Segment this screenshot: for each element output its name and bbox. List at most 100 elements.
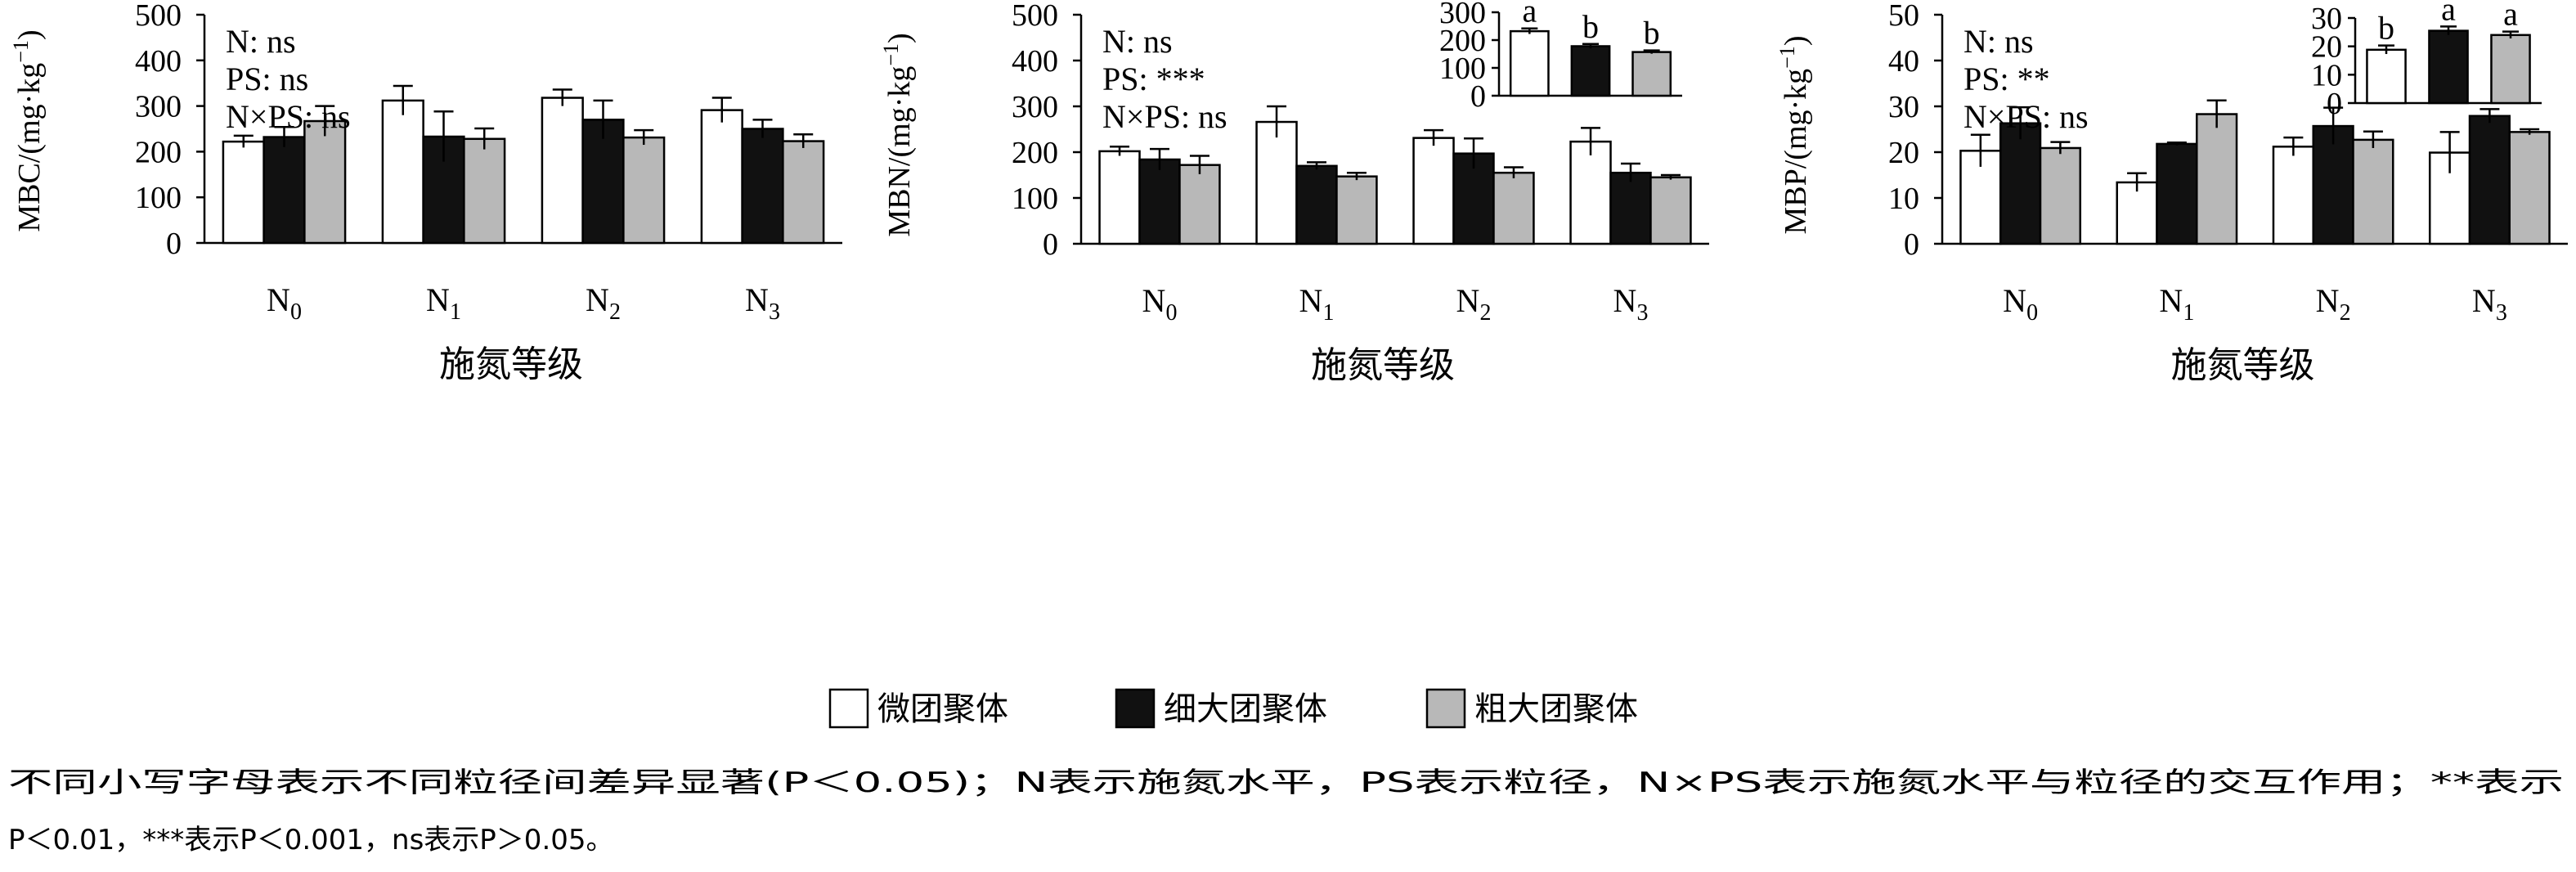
chart-mbc-panel: 0 100 200 300 400 500 MBC/(mg·kg−1) N0 N1 N2 N3 施氮等…: [9, 0, 842, 385]
chart-mbp-x-tick-label: N0: [2003, 282, 2038, 326]
chart-mbc-x-tick-label: N1: [426, 281, 461, 325]
chart-mbn-y-axis-title: MBN/(mg·kg−1): [879, 33, 917, 236]
chart-mbn-y-tick-label: 500: [1012, 0, 1058, 33]
caption-line-2: P＜0.01，***表示P＜0.001，ns表示P＞0.05。: [8, 824, 614, 856]
chart-mbn-x-tick-label: N3: [1613, 282, 1649, 326]
legend: 微团聚体 细大团聚体 粗大团聚体: [828, 688, 1638, 729]
chart-mbn-inset-letter: b: [1644, 15, 1660, 52]
chart-mbc-annotation: N: ns: [226, 23, 296, 60]
legend-swatch-fine-macro: [1115, 688, 1156, 729]
chart-mbn-inset-y-tick-label: 300: [1439, 0, 1486, 30]
chart-mbn-y-tick-label: 400: [1012, 44, 1058, 79]
chart-mbn-bar: [1295, 164, 1338, 245]
chart-mbp-x-tick-label: N3: [2472, 282, 2507, 326]
chart-mbn-inset-bar: [1509, 29, 1550, 97]
chart-mbc-annotation: PS: ns: [226, 61, 308, 97]
chart-mbp-inset-bar: [2490, 34, 2531, 105]
chart-mbc-x-tick-label: N3: [745, 281, 780, 325]
chart-mbp-bar: [2039, 146, 2082, 245]
chart-mbc-bar: [541, 97, 584, 245]
legend-label-coarse-macro: 粗大团聚体: [1474, 690, 1638, 728]
chart-mbp-annotation: PS: **: [1963, 61, 2050, 97]
chart-mbn-x-axis-title: 施氮等级: [1311, 344, 1455, 386]
chart-mbc-y-tick-label: 0: [166, 227, 182, 261]
chart-mbc-y-tick-label: 300: [135, 90, 182, 124]
legend-label-fine-macro: 细大团聚体: [1164, 690, 1327, 728]
chart-mbc-bar: [263, 136, 306, 245]
chart-mbn-annotation: N: ns: [1102, 23, 1173, 60]
chart-mbp-bar: [2116, 181, 2158, 245]
chart-mbp-bar: [2196, 113, 2238, 245]
chart-mbc-y-axis-title: MBC/(mg·kg−1): [9, 29, 47, 231]
chart-mbp-inset-bar: [2428, 29, 2469, 105]
chart-mbp-inset-y-tick-label: 30: [2311, 2, 2342, 36]
chart-mbn-bar: [1098, 150, 1141, 245]
chart-mbc-bar: [463, 137, 506, 245]
chart-mbp-x-tick-label: N2: [2316, 282, 2351, 326]
chart-mbc-y-tick-label: 200: [135, 135, 182, 169]
chart-mbp-bar: [2508, 131, 2551, 245]
chart-mbc-bar: [782, 140, 825, 245]
chart-mbc-bar: [741, 128, 784, 245]
chart-mbn-inset-y-tick-label: 200: [1439, 24, 1486, 58]
chart-mbn-bar: [1609, 171, 1652, 245]
chart-mbc-x-axis-title: 施氮等级: [439, 344, 583, 385]
chart-mbn-y-tick-label: 200: [1012, 136, 1058, 170]
chart-mbp-bar: [2352, 138, 2394, 245]
chart-mbn-inset-y-tick-label: 100: [1439, 52, 1486, 86]
chart-mbp-y-tick-label: 50: [1888, 0, 1919, 33]
chart-mbp-x-tick-label: N1: [2159, 282, 2194, 326]
chart-mbp-y-tick-label: 0: [1904, 227, 1919, 262]
chart-mbn-inset-bar: [1631, 51, 1672, 97]
chart-mbp-bar: [2156, 142, 2198, 245]
chart-mbn-x-tick-label: N2: [1456, 282, 1492, 326]
chart-mbn-inset-letter: b: [1582, 8, 1599, 45]
chart-mbn-y-tick-label: 100: [1012, 182, 1058, 216]
chart-mbn-bar: [1255, 120, 1298, 245]
chart-mbc-x-tick-label: N0: [267, 281, 302, 325]
chart-mbc-bar: [622, 136, 666, 245]
chart-mbn-bar: [1178, 164, 1221, 245]
chart-mbc-bar: [303, 119, 347, 245]
chart-mbc-bar: [381, 99, 424, 245]
chart-mbp-annotation: N: ns: [1963, 23, 2034, 60]
chart-mbc-bar: [222, 140, 265, 245]
chart-mbc-bar: [422, 135, 465, 245]
chart-mbn-annotation: N×PS: ns: [1102, 98, 1227, 135]
chart-mbn-y-tick-label: 0: [1043, 227, 1058, 262]
chart-mbn-y-tick-label: 300: [1012, 90, 1058, 124]
chart-mbn-annotation: PS: ***: [1102, 61, 1205, 97]
chart-mbp-inset-bar: [2366, 48, 2407, 105]
chart-mbp-inset-letter: b: [2378, 10, 2394, 47]
chart-mbn-bar: [1335, 175, 1378, 245]
chart-mbc-y-tick-label: 500: [135, 0, 182, 33]
chart-mbn-x-tick-label: N0: [1142, 282, 1178, 326]
chart-mbc-annotation: N×PS: ns: [226, 98, 351, 135]
chart-mbp-annotation: N×PS: ns: [1963, 98, 2089, 135]
chart-mbc-bar: [700, 109, 743, 245]
chart-mbn-bar: [1492, 171, 1535, 245]
chart-mbp-y-tick-label: 20: [1888, 136, 1919, 170]
legend-swatch-micro: [828, 688, 869, 729]
chart-mbp-inset-y-tick-label: 0: [2327, 87, 2342, 121]
chart-mbn-bar: [1569, 140, 1612, 245]
caption-line-1: 不同小写字母表示不同粒径间差异显著(P＜0.05)；N表示施氮水平，PS表示粒径…: [8, 766, 2564, 799]
chart-mbp-bar: [1999, 122, 2042, 245]
chart-mbp-y-tick-label: 30: [1888, 90, 1919, 124]
chart-mbp-y-axis-title: MBP/(mg·kg−1): [1775, 35, 1813, 234]
chart-mbn-inset-y-tick-label: 0: [1470, 79, 1486, 114]
chart-mbp-inset-y-tick-label: 20: [2311, 30, 2342, 65]
chart-mbp-bar: [2468, 115, 2511, 245]
chart-mbn-inset-letter: a: [1522, 0, 1537, 29]
chart-mbp-inset-letter: a: [2503, 0, 2518, 33]
chart-mbp-y-tick-label: 40: [1888, 44, 1919, 79]
chart-mbp-y-tick-label: 10: [1888, 182, 1919, 216]
chart-mbc-x-tick-label: N2: [586, 281, 621, 325]
legend-swatch-coarse-macro: [1425, 688, 1466, 729]
